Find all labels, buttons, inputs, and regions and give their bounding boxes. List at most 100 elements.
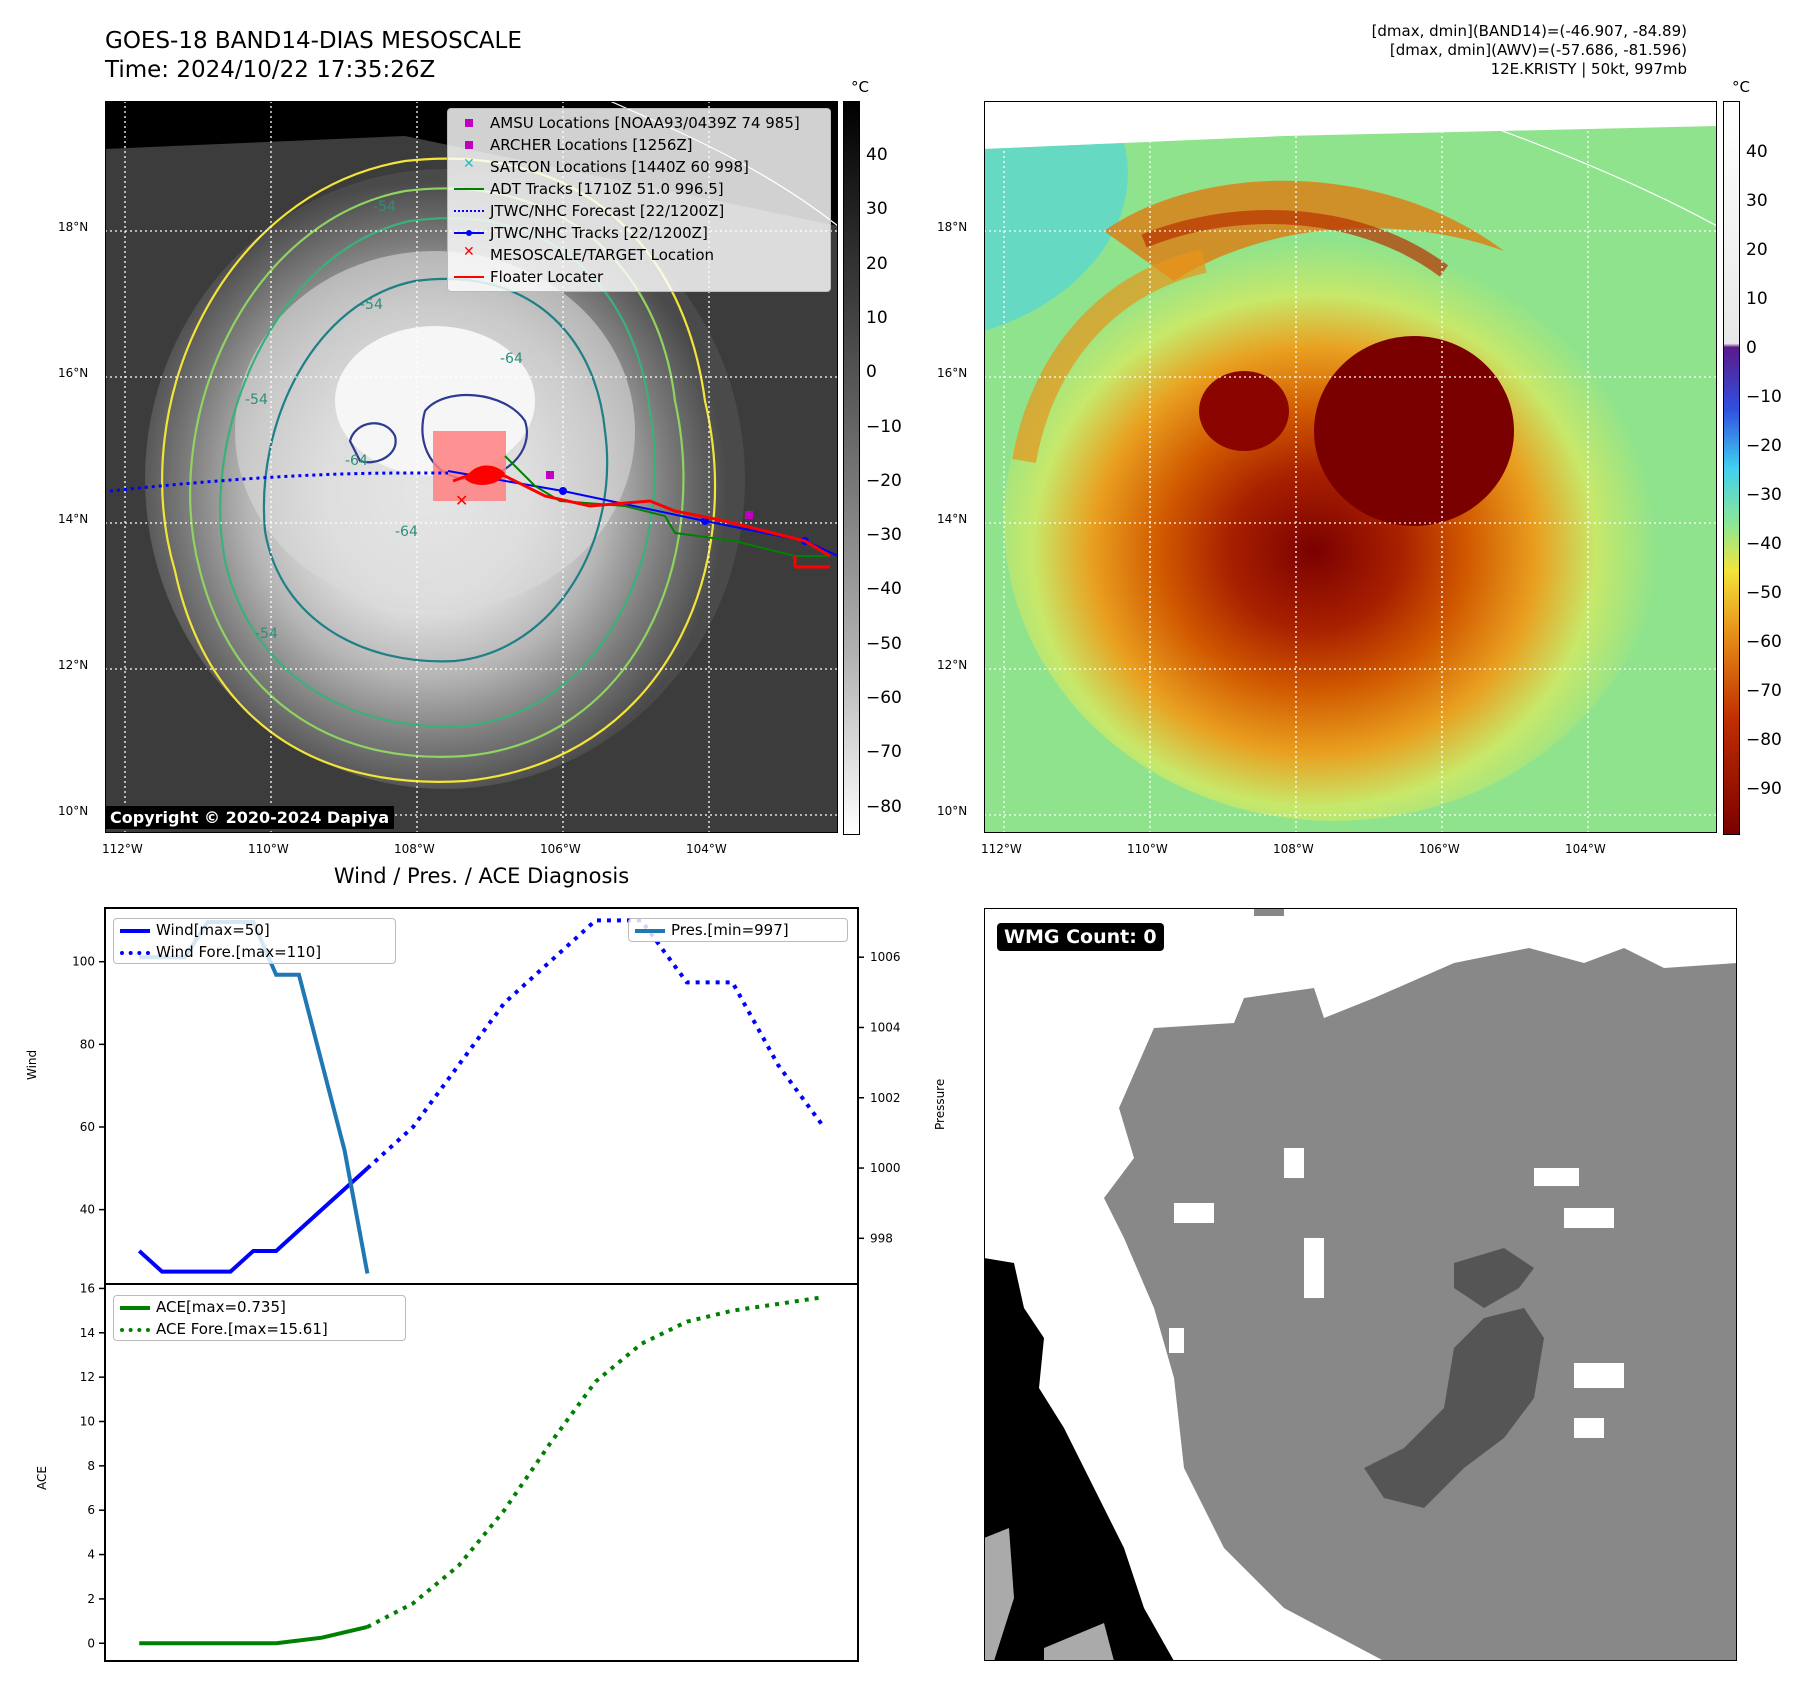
pressure-series-line [139, 920, 370, 1274]
forecast-track [109, 471, 448, 493]
legend-swatch [448, 112, 490, 134]
lat-label: 10°N [937, 804, 968, 818]
legend-swatch: ✕ [463, 156, 475, 172]
legend-swatch: ✕ [463, 244, 475, 260]
time-title: Time: 2024/10/22 17:35:26Z [105, 56, 435, 84]
lat-label: 14°N [58, 512, 89, 526]
wind-forecast-series-line [366, 918, 826, 1170]
ace-legend-label: ACE[max=0.735] [156, 1298, 286, 1316]
lat-label: 18°N [58, 220, 89, 234]
ir-map-panel: -54 -64 -54 -64 -54 -64 -54 ✕ Copyright … [104, 100, 839, 834]
ace-axis-tick-label: 16 [80, 1281, 95, 1295]
colorbar-tick-label: −50 [866, 633, 902, 654]
archer-marker [546, 471, 554, 479]
colorbar-tick-label: 30 [866, 199, 888, 220]
colorbar-tick-label: 10 [1746, 289, 1768, 309]
legend-swatch [448, 266, 490, 288]
lat-label: 10°N [58, 804, 89, 818]
map-legend-item: JTWC/NHC Tracks [22/1200Z] [448, 222, 830, 244]
ace-axis-tick-label: 14 [80, 1326, 95, 1340]
lat-label: 18°N [937, 220, 968, 234]
colorbar-tick-label: −30 [866, 525, 902, 546]
band14-range: [dmax, dmin](BAND14)=(-46.907, -84.89) [1371, 22, 1687, 40]
pressure-axis-tick-label: 1006 [870, 950, 901, 964]
lat-label: 12°N [58, 658, 89, 672]
lon-label: 108°W [1273, 842, 1314, 856]
colorbar-left [843, 101, 860, 835]
ace-forecast-series-line [366, 1295, 825, 1629]
legend-label: JTWC/NHC Forecast [22/1200Z] [490, 202, 725, 220]
ace-axis-tick-label: 0 [87, 1636, 95, 1650]
colorbar-tick-label: −70 [866, 742, 902, 763]
legend-swatch [448, 200, 490, 222]
map-legend-item: AMSU Locations [NOAA93/0439Z 74 985] [448, 112, 830, 134]
ace-axis-tick-label: 6 [87, 1503, 95, 1517]
legend-swatch [448, 178, 490, 200]
colorbar-tick-label: −50 [1746, 583, 1782, 603]
lon-label: 104°W [686, 842, 727, 856]
colorbar-tick-label: −80 [1746, 730, 1782, 750]
colorbar-tick-label: −20 [866, 470, 902, 491]
lon-label: 110°W [1127, 842, 1168, 856]
colorbar-tick-label: 40 [866, 145, 888, 165]
contour-label: -64 [345, 453, 368, 469]
map-legend-item: Floater Locater [448, 266, 830, 288]
title-line-1: GOES-18 BAND14-DIAS MESOSCALE [105, 28, 522, 54]
legend-label: AMSU Locations [NOAA93/0439Z 74 985] [490, 114, 800, 132]
map-legend-item: ✕ SATCON Locations [1440Z 60 998] [448, 156, 830, 178]
colorbar-tick-label: −30 [1746, 485, 1782, 505]
ace-axis-tick-label: 2 [87, 1592, 95, 1606]
map-legend-item: JTWC/NHC Forecast [22/1200Z] [448, 200, 830, 222]
lon-label: 112°W [102, 842, 143, 856]
chart-title: GOES-18 BAND14-DIAS MESOSCALE [105, 27, 522, 55]
map-legend-item: ADT Tracks [1710Z 51.0 996.5] [448, 178, 830, 200]
map-legend-item: ARCHER Locations [1256Z] [448, 134, 830, 156]
wind-axis-tick-label: 40 [80, 1203, 95, 1217]
colorbar-tick-label: −90 [1746, 779, 1782, 799]
ace-forecast-legend-label: ACE Fore.[max=15.61] [156, 1320, 328, 1338]
pressure-axis-tick-label: 1004 [870, 1020, 901, 1034]
legend-swatch [448, 222, 490, 244]
lon-label: 108°W [394, 842, 435, 856]
legend-label: JTWC/NHC Tracks [22/1200Z] [490, 224, 708, 242]
colorbar-tick-label: 40 [1746, 142, 1768, 162]
pressure-legend-label: Pres.[min=997] [671, 921, 789, 939]
wind-forecast-legend-label: Wind Fore.[max=110] [156, 943, 322, 961]
wind-axes-frame [104, 907, 859, 1285]
ace-axis-tick-label: 4 [87, 1548, 95, 1562]
legend-swatch [448, 134, 490, 156]
title-line-2: Time: 2024/10/22 17:35:26Z [105, 57, 436, 83]
legend-label: ADT Tracks [1710Z 51.0 996.5] [490, 180, 724, 198]
legend-label: MESOSCALE/TARGET Location [490, 246, 715, 264]
wind-legend-label: Wind[max=50] [156, 921, 270, 939]
target-marker: ✕ [455, 491, 468, 510]
colorbar-right-unit: °C [1732, 78, 1750, 96]
colorbar-tick-label: −60 [1746, 632, 1782, 652]
awv-map-panel [983, 100, 1718, 834]
pressure-legend: Pres.[min=997] [628, 918, 848, 942]
legend-label: Floater Locater [490, 268, 604, 286]
contour-label: -64 [500, 351, 523, 367]
wmg-map [983, 907, 1738, 1662]
awv-map [983, 100, 1718, 834]
colorbar-tick-label: −70 [1746, 681, 1782, 701]
lon-label: 104°W [1565, 842, 1606, 856]
floater-center [465, 465, 505, 485]
ace-series-line [139, 1625, 368, 1646]
colorbar-tick-label: −60 [866, 688, 902, 708]
lon-label: 112°W [981, 842, 1022, 856]
colorbar-tick-label: 10 [866, 307, 888, 328]
contour-label: -54 [255, 626, 278, 642]
ace-axis-tick-label: 12 [80, 1370, 95, 1384]
wmg-panel: WMG Count: 0 [983, 907, 1738, 1662]
wind-axis-tick-label: 60 [80, 1120, 95, 1134]
legend-label: SATCON Locations [1440Z 60 998] [490, 158, 749, 176]
ace-axis-tick-label: 8 [87, 1459, 95, 1473]
colorbar-tick-label: 0 [1746, 338, 1757, 358]
storm-info: 12E.KRISTY | 50kt, 997mb [1490, 60, 1687, 78]
wind-legend: Wind[max=50] Wind Fore.[max=110] [113, 918, 396, 964]
colorbar-tick-label: 20 [866, 253, 888, 274]
map-legend-item: ✕ MESOSCALE/TARGET Location [448, 244, 830, 266]
colorbar-tick-label: −20 [1746, 436, 1782, 456]
